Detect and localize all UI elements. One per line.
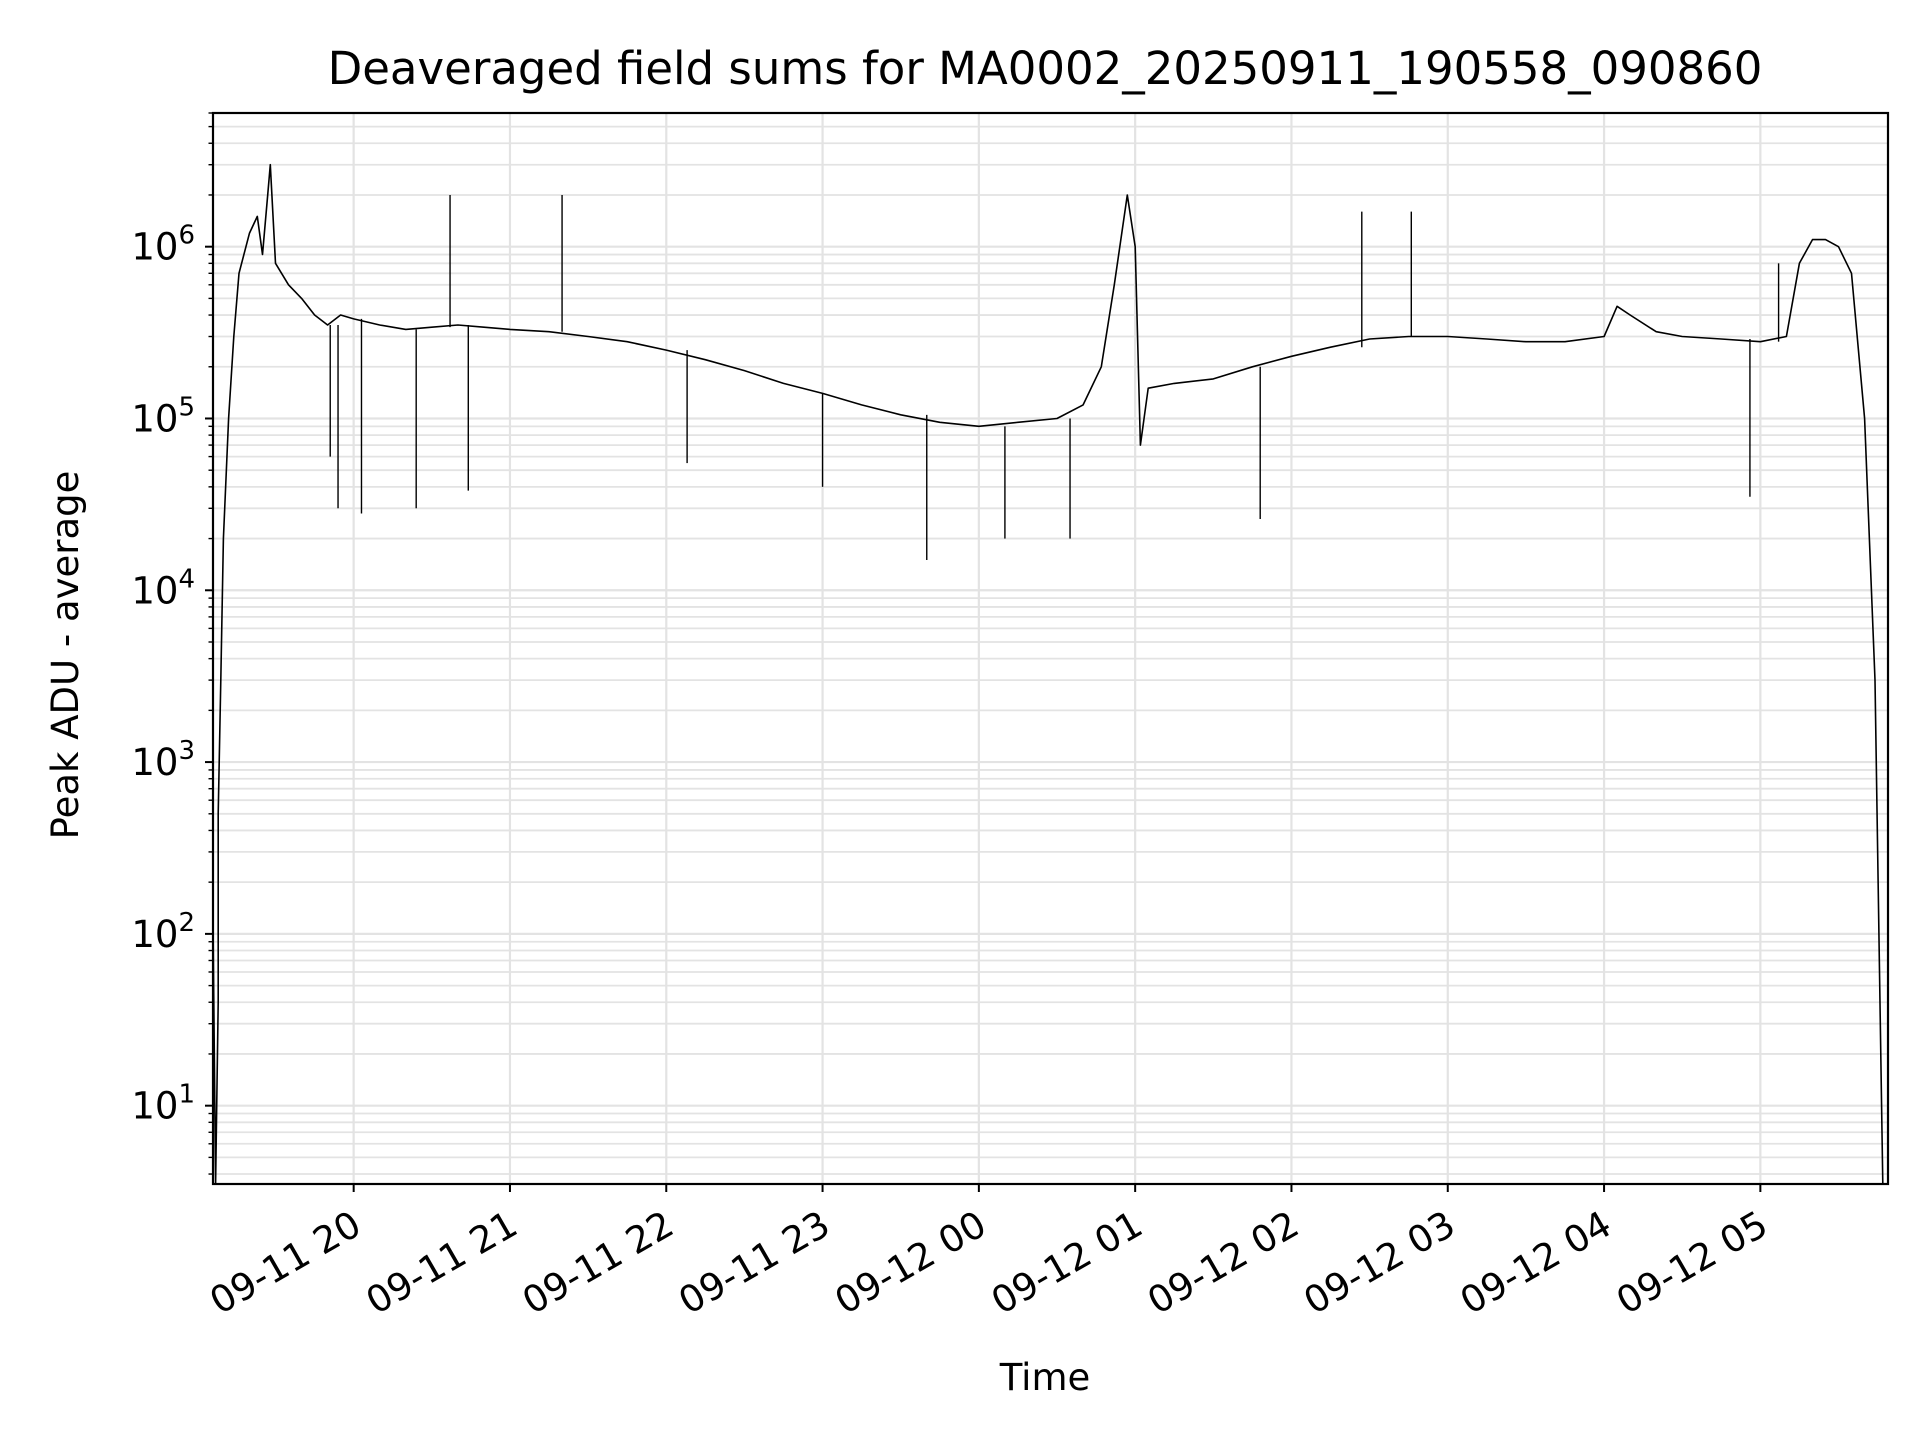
x-tick-label: 09-11 21 [359, 1203, 525, 1323]
chart-title: Deaveraged field sums for MA0002_2025091… [328, 42, 1763, 95]
x-tick-label: 09-12 04 [1453, 1203, 1619, 1323]
series-line [213, 163, 1884, 1184]
y-axis-label: Peak ADU - average [44, 471, 87, 840]
grid-lines [213, 112, 1888, 1184]
x-tick-label: 09-12 05 [1609, 1203, 1775, 1323]
y-tick-label: 103 [131, 736, 195, 784]
x-tick-label: 09-12 01 [984, 1203, 1150, 1323]
x-tick-label: 09-11 20 [203, 1203, 369, 1323]
x-tick-label: 09-11 22 [515, 1203, 681, 1323]
x-tick-label: 09-12 03 [1297, 1203, 1463, 1323]
x-tick-label: 09-12 00 [828, 1203, 994, 1323]
y-tick-label: 105 [131, 392, 195, 440]
x-axis-label: Time [999, 1356, 1091, 1399]
y-tick-label: 102 [131, 908, 195, 956]
y-tick-label: 101 [131, 1080, 195, 1128]
x-tick-label: 09-11 23 [671, 1203, 837, 1323]
y-tick-label: 104 [131, 564, 195, 612]
y-tick-label: 106 [131, 221, 195, 269]
series-trace [213, 163, 1884, 1184]
plot-frame [211, 111, 1890, 1186]
x-tick-label: 09-12 02 [1140, 1203, 1306, 1323]
